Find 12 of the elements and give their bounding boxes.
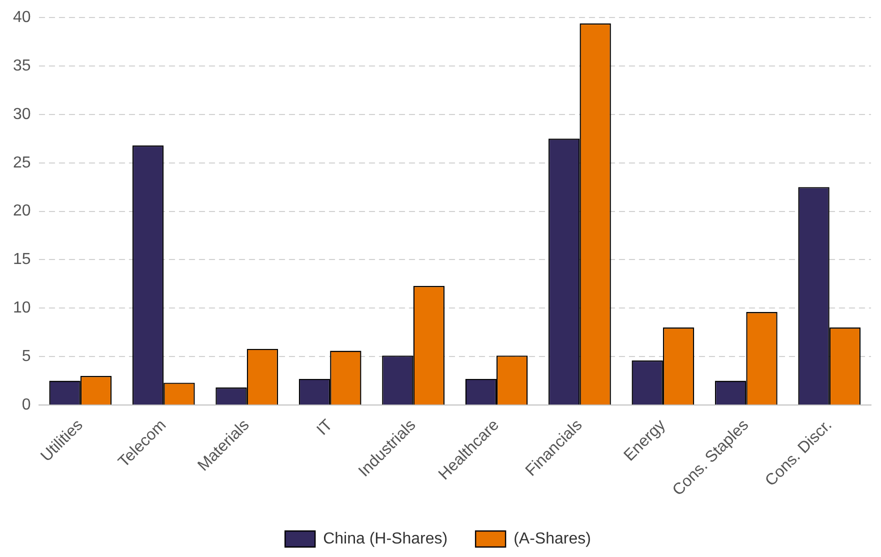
y-tick-label: 20 [13,202,31,220]
legend-label: China (H-Shares) [323,530,448,548]
y-tick-label: 5 [22,348,31,365]
legend-label: (A-Shares) [514,530,591,548]
y-tick-label: 40 [13,9,31,26]
y-tick-label: 15 [13,251,31,268]
y-tick-label: 25 [13,154,31,172]
y-tick-label: 30 [13,106,31,123]
y-tick-label: 0 [22,396,31,414]
x-tick-label: IT [314,416,336,439]
y-tick-label: 10 [13,300,31,317]
y-tick-label: 35 [13,57,31,74]
